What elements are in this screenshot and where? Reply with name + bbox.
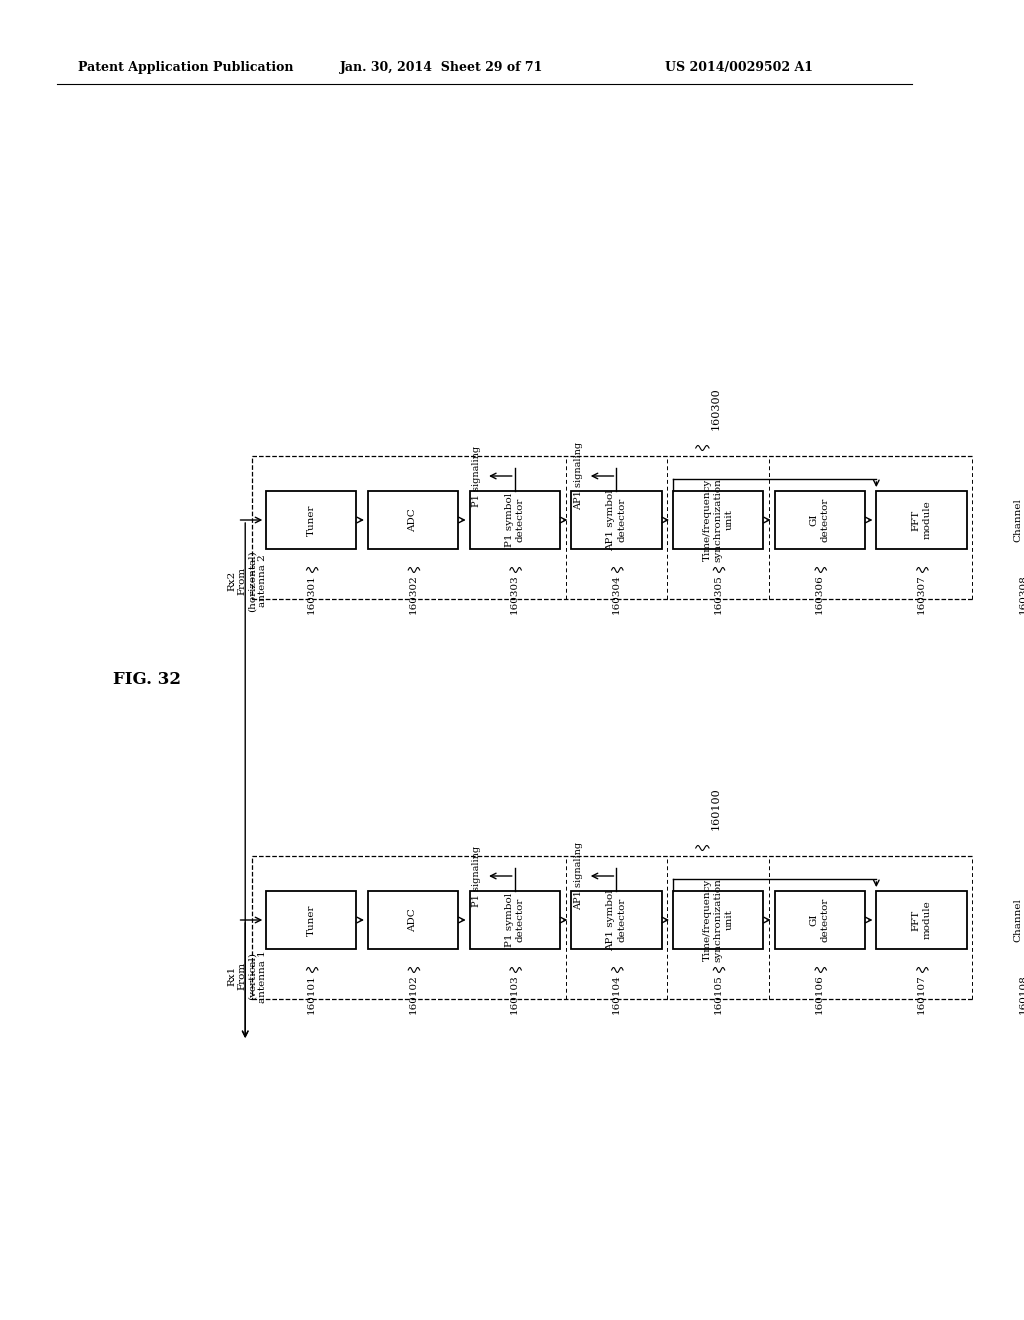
Text: 160301: 160301 [307,574,315,614]
Text: 160305: 160305 [714,574,723,614]
Text: 160306: 160306 [815,574,824,614]
Text: 160300: 160300 [711,387,721,430]
Text: Channel
estimator: Channel estimator [1013,495,1024,545]
Text: P1 symbol
detector: P1 symbol detector [505,492,524,546]
Text: P1 signaling: P1 signaling [472,845,481,907]
Bar [877,891,967,949]
Text: Time/frequency
synchronization
unit: Time/frequency synchronization unit [702,878,733,962]
Text: Rx1
From
(vertical)
antenna 1: Rx1 From (vertical) antenna 1 [227,950,267,1003]
Text: Time/frequency
synchronization
unit: Time/frequency synchronization unit [702,478,733,562]
Text: FFT
module: FFT module [911,900,932,940]
Text: P1 signaling: P1 signaling [472,445,481,507]
Text: 160106: 160106 [815,974,824,1014]
Text: ADC: ADC [409,908,418,932]
Bar [673,891,763,949]
Text: AP1 symbol
detector: AP1 symbol detector [606,490,627,550]
Text: 160101: 160101 [307,974,315,1014]
Text: 160100: 160100 [711,787,721,830]
Text: Channel
estimator: Channel estimator [1013,895,1024,945]
Text: 160103: 160103 [510,974,519,1014]
Text: 160308: 160308 [1019,574,1024,614]
Bar [252,855,1024,999]
Text: GI
detector: GI detector [810,498,829,543]
Text: US 2014/0029502 A1: US 2014/0029502 A1 [666,62,813,74]
Bar [978,891,1024,949]
Text: ADC: ADC [409,508,418,532]
Bar [266,891,356,949]
Text: AP1 signaling: AP1 signaling [574,442,583,510]
Bar [266,491,356,549]
Text: 160105: 160105 [714,974,723,1014]
Text: FIG. 32: FIG. 32 [114,672,181,689]
Text: GI
detector: GI detector [810,898,829,942]
Text: AP1 symbol
detector: AP1 symbol detector [606,890,627,950]
Bar [978,491,1024,549]
Bar [673,491,763,549]
Text: 160102: 160102 [409,974,418,1014]
Bar [774,891,865,949]
Text: Rx2
From
(horizontal)
antenna 2: Rx2 From (horizontal) antenna 2 [227,550,267,611]
Bar [571,491,662,549]
Text: 160104: 160104 [612,974,621,1014]
Bar [368,491,458,549]
Text: 160107: 160107 [916,974,926,1014]
Bar [470,891,560,949]
Bar [571,891,662,949]
Text: 160303: 160303 [510,574,519,614]
Text: FFT
module: FFT module [911,500,932,540]
Text: 160302: 160302 [409,574,418,614]
Text: AP1 signaling: AP1 signaling [574,842,583,909]
Bar [252,455,1024,599]
Bar [877,491,967,549]
Text: Tuner: Tuner [307,504,315,536]
Text: 160304: 160304 [612,574,621,614]
Text: 160108: 160108 [1019,974,1024,1014]
Text: Patent Application Publication: Patent Application Publication [78,62,294,74]
Bar [774,491,865,549]
Text: Jan. 30, 2014  Sheet 29 of 71: Jan. 30, 2014 Sheet 29 of 71 [340,62,544,74]
Text: 160307: 160307 [916,574,926,614]
Bar [470,491,560,549]
Text: P1 symbol
detector: P1 symbol detector [505,892,524,946]
Text: Tuner: Tuner [307,904,315,936]
Bar [368,891,458,949]
